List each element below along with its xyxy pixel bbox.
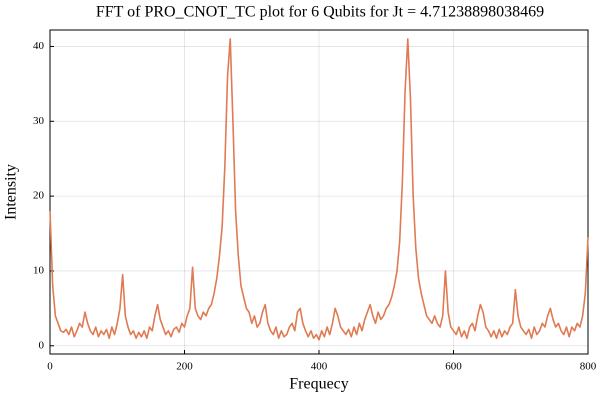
x-tick-label: 400 [311,361,328,373]
x-tick-label: 600 [445,361,462,373]
plot-frame [49,29,589,355]
y-tick-label: 40 [33,40,45,52]
y-tick-label: 30 [33,115,45,127]
x-tick-label: 800 [580,361,597,373]
data-line [49,38,589,341]
chart-title: FFT of PRO_CNOT_TC plot for 6 Qubits for… [96,4,544,21]
y-tick-label: 0 [39,339,45,351]
x-tick-label: 200 [176,361,193,373]
y-tick-label: 20 [33,190,45,202]
x-axis-label: Frequecy [289,376,349,393]
x-tick-label: 0 [47,361,53,373]
y-axis-label: Intensity [3,164,20,220]
y-tick-label: 10 [33,264,45,276]
